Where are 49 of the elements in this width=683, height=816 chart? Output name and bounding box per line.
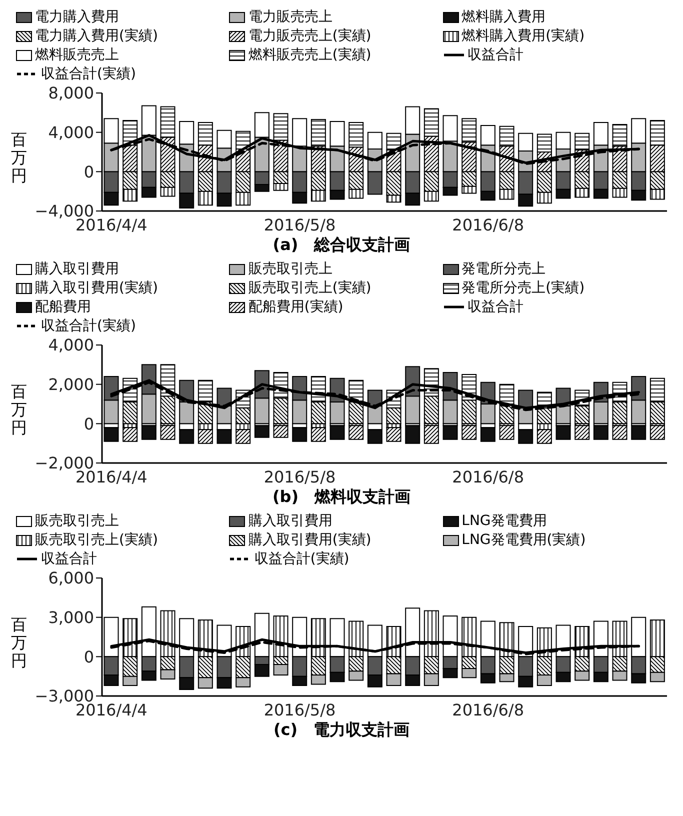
y-axis-title: 百万円 [10, 615, 28, 670]
y-tick-label: 6,000 [48, 568, 94, 588]
text: (b) 燃料収支計画 [271, 487, 412, 508]
legend-label: 電力販売売上 [248, 8, 332, 26]
text: (c) 電力収支計画 [272, 720, 411, 741]
legend-label: 販売取引売上 [35, 512, 119, 530]
legend-label: 収益合計 [41, 550, 97, 568]
legend-label: 販売取引売上(実績) [35, 531, 158, 549]
legend-label: 燃料販売売上(実績) [248, 46, 372, 64]
y-tick-label: 2,000 [48, 375, 94, 394]
legend-label: 収益合計 [468, 298, 524, 316]
legend-label: 収益合計 [468, 46, 524, 64]
y-tick-label: 4,000 [48, 123, 94, 142]
y-tick-label: 8,000 [48, 84, 94, 103]
legend-label: 発電所分売上(実績) [462, 279, 585, 297]
y-tick-label: 0 [84, 647, 94, 666]
x-tick-label: 2016/6/8 [452, 467, 524, 486]
text: (a) 総合収支計画 [272, 235, 412, 256]
y-tick-label: 0 [84, 162, 94, 182]
x-tick-label: 2016/5/8 [264, 700, 336, 720]
legend-label: 購入取引費用 [35, 260, 119, 278]
legend-label: 販売取引売上(実績) [248, 279, 372, 297]
x-tick-label: 2016/6/8 [452, 215, 524, 234]
legend-label: 燃料販売売上 [35, 46, 119, 64]
legend-label: LNG発電費用(実績) [462, 531, 586, 549]
legend-label: 収益合計(実績) [41, 317, 136, 335]
x-tick-label: 2016/5/8 [264, 215, 336, 234]
y-tick-label: 0 [84, 414, 94, 434]
legend-label: 配船費用 [35, 298, 91, 316]
legend-label: LNG発電費用 [462, 512, 547, 530]
legend-label: 電力販売売上(実績) [248, 27, 372, 45]
legend-label: 発電所分売上 [462, 260, 546, 278]
legend-label: 燃料購入費用 [462, 8, 546, 26]
x-tick-label: 2016/5/8 [264, 467, 336, 486]
x-tick-label: 2016/6/8 [452, 700, 524, 720]
legend-label: 購入取引費用 [248, 512, 332, 530]
legend-label: 収益合計(実績) [254, 550, 350, 568]
legend-label: 販売取引売上 [248, 260, 332, 278]
legend-label: 燃料購入費用(実績) [462, 27, 585, 45]
y-axis-title: 百万円 [10, 130, 28, 185]
legend-label: 配船費用(実績) [248, 298, 344, 316]
legend-label: 電力購入費用(実績) [35, 27, 158, 45]
legend-label: 収益合計(実績) [41, 65, 136, 83]
y-axis-title: 百万円 [10, 382, 28, 437]
legend-label: 電力購入費用 [35, 8, 119, 26]
y-tick-label: 3,000 [48, 608, 94, 628]
legend-label: 購入取引費用(実績) [35, 279, 158, 297]
y-tick-label: 4,000 [48, 336, 94, 355]
legend-label: 購入取引費用(実績) [248, 531, 372, 549]
